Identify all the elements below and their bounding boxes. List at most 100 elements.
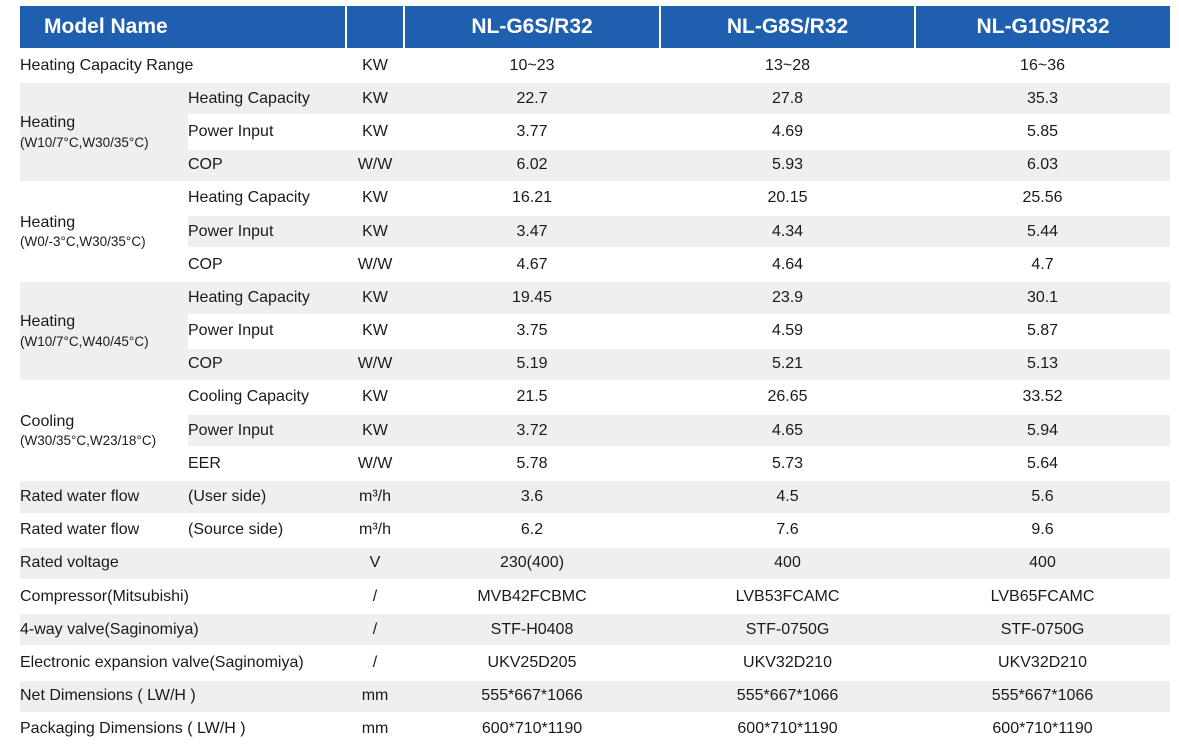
row-unit: W/W	[346, 447, 405, 482]
row-label: Rated water flow	[20, 480, 188, 515]
cell-value: 5.13	[915, 347, 1171, 382]
table-row: Heating (W10/7°C,W40/45°C) Heating Capac…	[20, 281, 1171, 382]
row-unit: W/W	[346, 248, 405, 283]
cell-value: 9.6	[915, 513, 1171, 548]
table-row: COP W/W 6.02 5.93 6.03	[20, 148, 1171, 183]
row-unit: /	[346, 580, 405, 615]
row-label: COP	[188, 148, 347, 183]
table-row: Compressor(Mitsubishi) / MVB42FCBMC LVB5…	[20, 580, 1171, 615]
cell-value: 6.2	[404, 513, 661, 548]
cell-value: 3.75	[404, 314, 661, 349]
cell-value: 600*710*1190	[915, 712, 1171, 747]
cell-value: LVB65FCAMC	[915, 580, 1171, 615]
cell-value: 35.3	[915, 82, 1171, 117]
group-title: Cooling	[20, 412, 75, 430]
cell-value: 4.67	[404, 248, 661, 283]
cell-value: 600*710*1190	[404, 712, 661, 747]
table-row: Packaging Dimensions ( LW/H ) mm 600*710…	[20, 712, 1171, 747]
row-unit: W/W	[346, 148, 405, 183]
table-row: Rated water flow (User side) m³/h 3.6 4.…	[20, 480, 1171, 515]
cell-value: 5.94	[915, 414, 1171, 449]
cell-value: 16.21	[404, 181, 661, 216]
cell-value: LVB53FCAMC	[660, 580, 916, 615]
row-unit: KW	[346, 214, 405, 250]
cell-value: 21.5	[404, 380, 661, 416]
group-label-heating-3: Heating (W10/7°C,W40/45°C)	[20, 281, 188, 382]
group-condition: (W0/-3°C,W30/35°C)	[20, 234, 146, 250]
row-label: Rated water flow	[20, 513, 188, 548]
cell-value: 5.73	[660, 447, 916, 482]
cell-value: 23.9	[660, 281, 916, 316]
cell-value: 22.7	[404, 82, 661, 117]
table-row: Electronic expansion valve(Saginomiya) /…	[20, 646, 1171, 681]
row-unit: mm	[346, 679, 405, 714]
row-unit: mm	[346, 712, 405, 747]
row-label: Cooling Capacity	[188, 380, 347, 416]
row-unit: W/W	[346, 347, 405, 382]
row-label: Heating Capacity	[188, 181, 347, 216]
cell-value: STF-0750G	[915, 613, 1171, 648]
unit-header	[346, 6, 406, 50]
row-label: Heating Capacity	[188, 82, 347, 117]
group-title: Heating	[20, 114, 76, 132]
cell-value: 16~36	[915, 49, 1171, 84]
row-unit: KW	[346, 414, 405, 449]
row-label: EER	[188, 447, 347, 482]
row-sublabel: (Source side)	[188, 513, 347, 548]
cell-value: 3.72	[404, 414, 661, 449]
row-label: Power Input	[188, 314, 347, 349]
row-unit: KW	[346, 115, 405, 150]
row-label: Net Dimensions ( LW/H )	[20, 679, 347, 714]
cell-value: UKV32D210	[660, 646, 916, 681]
cell-value: 6.03	[915, 148, 1171, 183]
cell-value: 4.69	[660, 115, 916, 150]
cell-value: 5.44	[915, 214, 1171, 250]
group-label-heating-2: Heating (W0/-3°C,W30/35°C)	[20, 181, 188, 283]
cell-value: 7.6	[660, 513, 916, 548]
table-row: EER W/W 5.78 5.73 5.64	[20, 447, 1171, 482]
group-condition: (W10/7°C,W30/35°C)	[20, 134, 149, 150]
table-row: Cooling (W30/35°C,W23/18°C) Cooling Capa…	[20, 380, 1171, 482]
row-unit: /	[346, 646, 405, 681]
cell-value: UKV25D205	[404, 646, 661, 681]
row-unit: KW	[346, 281, 405, 316]
cell-value: 6.02	[404, 148, 661, 183]
cell-value: 400	[660, 546, 916, 582]
row-unit: KW	[346, 380, 405, 416]
cell-value: 5.87	[915, 314, 1171, 349]
model-header-1: NL-G6S/R32	[404, 6, 662, 50]
row-label: Rated voltage	[20, 546, 347, 582]
row-unit: /	[346, 613, 405, 648]
cell-value: MVB42FCBMC	[404, 580, 661, 615]
group-condition: (W10/7°C,W40/45°C)	[20, 333, 149, 349]
table-row: COP W/W 4.67 4.64 4.7	[20, 248, 1171, 283]
table-row: 4-way valve(Saginomiya) / STF-H0408 STF-…	[20, 613, 1171, 648]
cell-value: 10~23	[404, 49, 661, 84]
cell-value: STF-0750G	[660, 613, 916, 648]
cell-value: 4.65	[660, 414, 916, 449]
cell-value: 3.77	[404, 115, 661, 150]
row-unit: KW	[346, 314, 405, 349]
cell-value: 4.34	[660, 214, 916, 250]
cell-value: 20.15	[660, 181, 916, 216]
table-row: Power Input KW 3.47 4.34 5.44	[20, 214, 1171, 250]
row-unit: KW	[346, 181, 405, 216]
cell-value: 400	[915, 546, 1171, 582]
cell-value: 27.8	[660, 82, 916, 117]
table-row: Net Dimensions ( LW/H ) mm 555*667*1066 …	[20, 679, 1171, 714]
cell-value: 5.21	[660, 347, 916, 382]
table-row: Heating Capacity Range KW 10~23 13~28 16…	[20, 49, 1171, 84]
cell-value: 230(400)	[404, 546, 661, 582]
row-label: Electronic expansion valve(Saginomiya)	[20, 646, 347, 681]
cell-value: 555*667*1066	[915, 679, 1171, 714]
cell-value: UKV32D210	[915, 646, 1171, 681]
group-title: Heating	[20, 313, 76, 331]
row-label: Compressor(Mitsubishi)	[20, 580, 347, 615]
group-label-heating-1: Heating (W10/7°C,W30/35°C)	[20, 82, 188, 183]
cell-value: 555*667*1066	[404, 679, 661, 714]
cell-value: 4.5	[660, 480, 916, 515]
table-row: Rated voltage V 230(400) 400 400	[20, 546, 1171, 582]
group-label-cooling: Cooling (W30/35°C,W23/18°C)	[20, 380, 188, 482]
cell-value: 5.85	[915, 115, 1171, 150]
cell-value: 600*710*1190	[660, 712, 916, 747]
